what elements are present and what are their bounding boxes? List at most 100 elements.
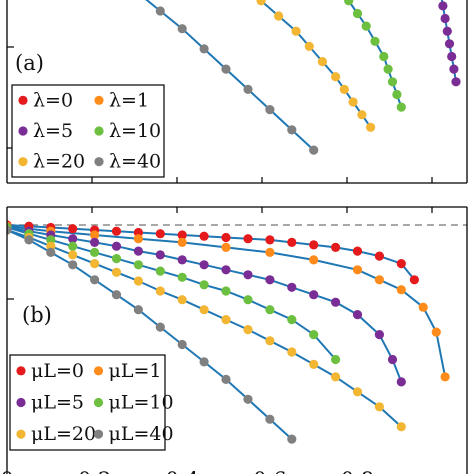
data-point xyxy=(68,224,78,234)
data-point xyxy=(90,247,100,257)
data-point xyxy=(111,226,122,236)
data-point xyxy=(348,97,358,107)
data-point xyxy=(396,259,406,269)
data-point xyxy=(431,327,441,337)
data-point xyxy=(304,41,314,52)
data-point xyxy=(352,246,363,256)
data-point xyxy=(111,267,122,277)
legend-label: μL=5 xyxy=(31,392,84,414)
series-curve xyxy=(346,0,403,108)
data-point xyxy=(68,250,78,260)
data-point xyxy=(331,72,341,82)
data-point xyxy=(221,232,231,243)
data-point xyxy=(374,402,384,412)
panel-b-legend: μL=0 μL=1 μL=5 μL=10 μL=20 μL=40 xyxy=(9,354,174,451)
data-point xyxy=(133,246,143,256)
data-point xyxy=(243,295,253,305)
data-point xyxy=(177,339,187,350)
data-point xyxy=(177,295,187,305)
data-point xyxy=(265,414,275,424)
data-point xyxy=(331,297,341,307)
legend-marker xyxy=(93,429,104,439)
data-point xyxy=(396,422,406,432)
data-point xyxy=(177,237,187,247)
legend-label: μL=40 xyxy=(109,423,174,445)
data-point xyxy=(331,242,341,252)
data-point xyxy=(370,36,380,46)
data-point xyxy=(90,237,100,247)
data-point xyxy=(392,89,402,100)
data-point xyxy=(309,330,319,340)
legend-marker xyxy=(18,157,28,167)
data-point xyxy=(352,265,363,275)
legend-label: λ=40 xyxy=(109,151,161,173)
legend-marker xyxy=(16,397,26,408)
legend-marker xyxy=(93,397,104,408)
data-point xyxy=(199,260,209,270)
legend-label: λ=1 xyxy=(109,89,149,111)
legend-label: λ=5 xyxy=(33,120,73,142)
data-point xyxy=(133,260,143,270)
panel-b-xtick-labels: 0 0.2 0.4 0.6 0.8 xyxy=(0,468,374,474)
data-point xyxy=(7,225,12,235)
data-point xyxy=(287,315,297,325)
data-point xyxy=(221,64,231,74)
data-point xyxy=(199,44,209,54)
data-point xyxy=(199,231,209,241)
legend-label: μL=20 xyxy=(31,423,96,445)
data-point xyxy=(265,275,275,285)
legend-label: μL=0 xyxy=(31,360,84,382)
data-point xyxy=(243,325,253,335)
data-point xyxy=(46,235,56,245)
data-point xyxy=(287,125,297,135)
data-point xyxy=(396,285,406,295)
data-point xyxy=(243,270,253,280)
data-point xyxy=(177,272,187,282)
legend-marker xyxy=(18,95,28,105)
data-point xyxy=(46,247,56,257)
x-tick-label: 0.6 xyxy=(253,468,286,474)
data-point xyxy=(374,275,384,285)
data-point xyxy=(111,290,122,300)
data-point xyxy=(68,234,78,244)
data-point xyxy=(331,372,341,382)
x-tick-label: 0 xyxy=(0,468,13,474)
data-point xyxy=(366,122,376,132)
data-point xyxy=(357,110,367,120)
legend-marker xyxy=(94,95,104,105)
data-point xyxy=(68,241,78,251)
data-point xyxy=(68,260,78,270)
data-point xyxy=(287,282,297,292)
panel-a-label: (a) xyxy=(15,51,44,75)
legend-label: λ=20 xyxy=(33,151,85,173)
data-point xyxy=(133,276,143,286)
data-point xyxy=(287,237,297,247)
legend-label: μL=1 xyxy=(109,360,162,382)
data-point xyxy=(449,64,459,74)
series-curve xyxy=(7,226,337,361)
data-point xyxy=(440,372,450,382)
legend-marker xyxy=(94,157,104,167)
data-point xyxy=(287,434,297,444)
x-tick-label: 0.4 xyxy=(166,468,199,474)
data-point xyxy=(265,336,275,346)
legend-label: λ=0 xyxy=(33,89,73,111)
data-point xyxy=(199,305,209,315)
data-point xyxy=(111,241,122,251)
panel-b-markers xyxy=(7,220,450,444)
data-point xyxy=(133,234,143,244)
data-point xyxy=(374,251,384,261)
panel-b-label: (b) xyxy=(22,303,52,327)
data-point xyxy=(221,242,231,252)
panel-a-legend-box xyxy=(11,84,165,178)
data-point xyxy=(352,387,363,397)
data-point xyxy=(361,21,371,31)
data-point xyxy=(352,8,363,19)
panel-a-legend: λ=0 λ=1 λ=5 λ=10 λ=20 λ=40 xyxy=(11,84,165,178)
data-point xyxy=(451,77,461,87)
data-point xyxy=(447,51,457,62)
data-point xyxy=(309,255,319,265)
data-point xyxy=(199,280,209,290)
data-point xyxy=(309,145,319,155)
x-tick-label: 0.8 xyxy=(341,468,374,474)
